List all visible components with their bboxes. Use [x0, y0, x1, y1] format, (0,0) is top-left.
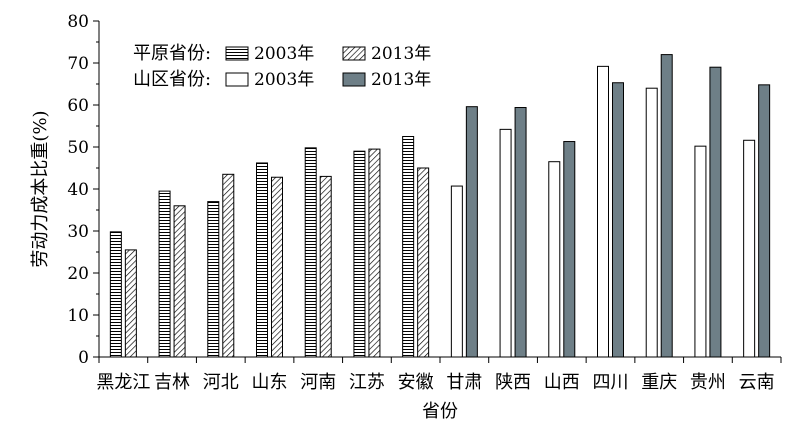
- legend-group-label: 平原省份:: [133, 43, 211, 64]
- x-tick-labels: 黑龙江 吉林 河北 山东 河南 江苏 安徽 甘肃 陕西 山西 四川 重庆 贵州 云南: [96, 372, 774, 393]
- bar-plain_2003: [353, 150, 366, 358]
- bar-plain_2003: [109, 231, 122, 358]
- y-axis-title: 劳动力成本比重(%): [30, 110, 51, 267]
- x-tick-label: 河北: [203, 372, 239, 393]
- legend-entry-label: 2003年: [254, 70, 314, 90]
- bars-group: [109, 54, 771, 358]
- y-tick-label: 30: [67, 222, 89, 242]
- y-axis-ticks: 0 10 20 30 40 50 60 70 80: [67, 12, 99, 368]
- bar-mountain_2003: [450, 185, 463, 358]
- x-tick-label: 云南: [739, 372, 775, 393]
- legend-swatch-plain_2003: [225, 46, 249, 61]
- x-axis-title: 省份: [422, 401, 458, 422]
- x-tick-label: 安徽: [398, 372, 434, 393]
- bar-mountain_2013: [612, 82, 624, 358]
- bar-plain_2013: [271, 176, 283, 358]
- y-tick-label: 80: [67, 12, 89, 32]
- x-tick-label: 山东: [252, 372, 288, 393]
- x-tick-label: 甘肃: [446, 372, 482, 393]
- x-tick-label: 重庆: [641, 372, 677, 393]
- bar-mountain_2013: [514, 107, 527, 358]
- bar-mountain_2013: [660, 54, 673, 358]
- bar-plain_2013: [319, 175, 332, 358]
- bar-mountain_2003: [597, 65, 609, 358]
- bar-plain_2003: [402, 136, 415, 358]
- legend-swatch-plain_2013: [342, 46, 366, 61]
- x-tick-label: 河南: [300, 372, 336, 393]
- legend-swatch-mountain_2013: [342, 72, 366, 87]
- bar-plain_2013: [173, 205, 186, 358]
- legend-entry-label: 2003年: [254, 44, 314, 64]
- bar-mountain_2003: [499, 128, 512, 358]
- y-tick-label: 0: [78, 348, 89, 368]
- x-tick-label: 贵州: [690, 372, 726, 393]
- x-tick-label: 四川: [593, 372, 629, 393]
- y-tick-label: 50: [67, 138, 89, 158]
- bar-mountain_2003: [645, 87, 658, 358]
- bar-mountain_2003: [694, 145, 707, 358]
- y-tick-label: 70: [67, 54, 89, 74]
- y-tick-label: 10: [67, 306, 89, 326]
- bar-mountain_2003: [548, 161, 561, 358]
- bar-plain_2003: [158, 190, 171, 358]
- y-tick-label: 60: [67, 96, 89, 116]
- bar-plain_2013: [222, 173, 235, 358]
- x-tick-label: 江苏: [349, 372, 385, 393]
- bar-mountain_2003: [743, 139, 756, 358]
- legend-entry-label: 2013年: [371, 70, 431, 90]
- legend-entry-label: 2013年: [371, 44, 431, 64]
- x-axis-ticks: [98, 357, 782, 363]
- x-tick-label: 吉林: [154, 372, 190, 393]
- y-tick-label: 20: [67, 264, 89, 284]
- bar-mountain_2013: [709, 66, 722, 358]
- x-tick-label: 陕西: [495, 372, 531, 393]
- bar-plain_2003: [256, 162, 268, 358]
- bar-mountain_2013: [563, 141, 576, 358]
- bar-plain_2013: [124, 249, 137, 358]
- plot-area: 0 10 20 30 40 50 60 70 80 黑龙江 吉林 河北 山东 河南 江苏 安徽 甘肃 陕西 山西四…: [67, 12, 782, 393]
- bar-plain_2003: [207, 201, 220, 358]
- x-tick-label: 黑龙江: [96, 372, 150, 393]
- bar-plain_2013: [368, 148, 381, 358]
- x-tick-label: 山西: [544, 372, 580, 393]
- bar-mountain_2013: [465, 106, 478, 358]
- legend-group-label: 山区省份:: [133, 69, 211, 90]
- bar-plain_2003: [304, 147, 317, 358]
- y-tick-label: 40: [67, 180, 89, 200]
- bar-plain_2013: [417, 167, 430, 358]
- bar-mountain_2013: [758, 84, 771, 358]
- legend-swatch-mountain_2003: [225, 72, 249, 87]
